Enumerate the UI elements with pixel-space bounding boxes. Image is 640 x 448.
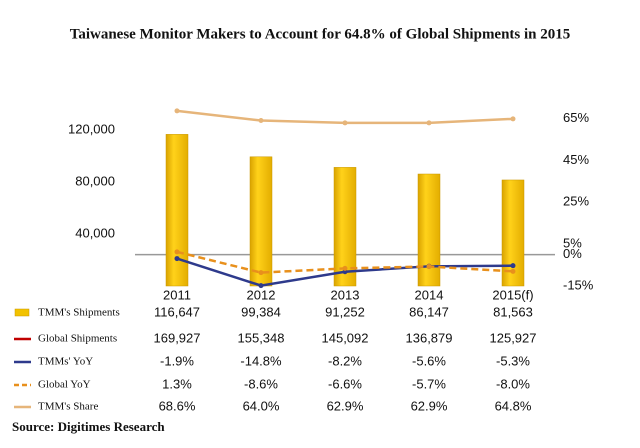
table-value: 81,563 [493,304,533,319]
point [258,118,264,124]
table-value: 62.9% [411,398,448,413]
y2-tick-label: 5% [563,236,582,251]
bar [333,167,357,287]
y2-tick-label: 65% [563,110,589,125]
point [342,120,348,126]
point [342,265,348,271]
table-value: 64.8% [495,398,532,413]
legend-label: TMM's Share [38,401,98,413]
point [174,256,180,262]
bar [249,156,273,287]
point [258,270,264,276]
legend-label: Global YoY [38,379,91,391]
table-value: -5.3% [496,353,530,368]
point [426,264,432,270]
point [174,108,180,114]
bar [165,134,189,287]
y-tick-label: 40,000 [75,225,115,240]
table-value: -8.2% [328,353,362,368]
chart-title: Taiwanese Monitor Makers to Account for … [70,26,571,42]
table-value: -8.6% [244,376,278,391]
table-value: 64.0% [243,398,280,413]
point [174,249,180,255]
point [426,120,432,126]
table-value: -14.8% [240,353,282,368]
point [510,263,516,269]
table-value: 145,092 [322,330,369,345]
x-tick-label: 2014 [415,287,444,302]
y2-tick-label: 25% [563,194,589,209]
table-value: -5.6% [412,353,446,368]
table-value: 91,252 [325,304,365,319]
table-value: 155,348 [238,330,285,345]
legend-label: TMM's Shipments [38,307,120,319]
table-value: -8.0% [496,376,530,391]
table-value: 68.6% [159,398,196,413]
table-value: 169,927 [154,330,201,345]
table-value: 125,927 [490,330,537,345]
y-tick-label: 80,000 [75,173,115,188]
x-tick-label: 2011 [163,287,191,302]
table-value: 86,147 [409,304,449,319]
y2-tick-label: 45% [563,152,589,167]
legend-swatch [14,308,30,317]
table-value: -1.9% [160,353,194,368]
table-value: 62.9% [327,398,364,413]
table-value: 116,647 [154,304,200,319]
y2-tick-label: 0% [563,246,582,261]
point [510,116,516,122]
legend-label: Global Shipments [38,333,117,345]
table-value: -6.6% [328,376,362,391]
bar [501,179,525,287]
y2-tick-label: -15% [563,277,594,292]
table-value: 1.3% [162,376,192,391]
x-tick-label: 2013 [331,287,360,302]
bar [417,173,441,287]
source: Source: Digitimes Research [12,419,165,434]
table-value: 99,384 [241,304,281,319]
table-value: 136,879 [406,330,453,345]
x-tick-label: 2012 [247,287,276,302]
y-tick-label: 120,000 [68,121,115,136]
table-value: -5.7% [412,376,446,391]
x-tick-label: 2015(f) [492,287,533,302]
point [510,268,516,274]
point [258,283,264,289]
legend-label: TMMs' YoY [38,356,93,368]
